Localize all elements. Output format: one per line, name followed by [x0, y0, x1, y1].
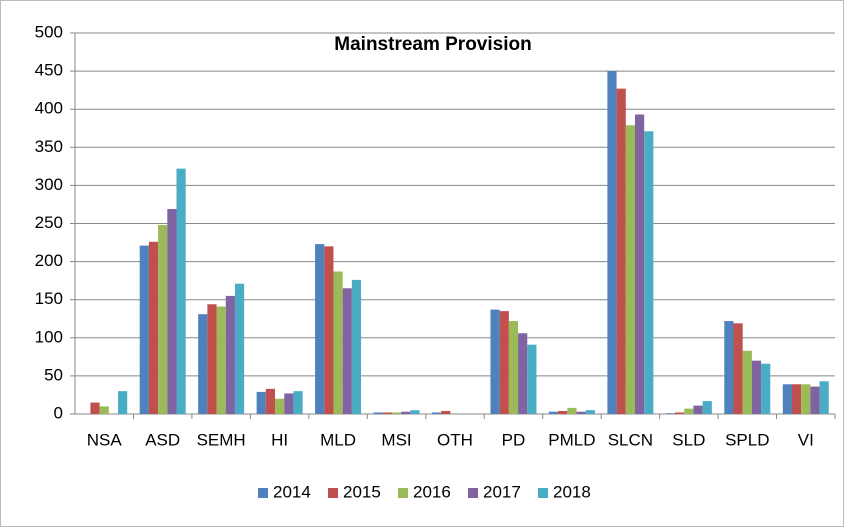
legend-swatch	[538, 488, 548, 498]
bar	[176, 168, 186, 414]
y-tick-label: 0	[54, 403, 63, 422]
bar	[207, 304, 217, 414]
y-tick-label: 300	[35, 175, 63, 194]
bar	[724, 321, 734, 414]
bar	[742, 350, 752, 414]
bar	[139, 245, 149, 414]
y-tick-label: 50	[44, 365, 63, 384]
bar	[391, 412, 402, 414]
x-tick-label: PMLD	[548, 430, 595, 449]
bar	[490, 309, 500, 414]
bar	[751, 360, 762, 414]
y-tick-label: 500	[35, 22, 63, 41]
bar	[782, 384, 792, 414]
x-tick-label: MSI	[381, 430, 411, 449]
y-tick-label: 350	[35, 137, 63, 156]
bar	[256, 391, 266, 414]
bar	[518, 333, 528, 414]
x-tick-label: MLD	[320, 430, 356, 449]
bar	[585, 410, 595, 414]
chart-title: Mainstream Provision	[334, 34, 531, 55]
bar	[410, 410, 420, 414]
legend-label: 2017	[483, 482, 521, 501]
y-tick-label: 200	[35, 251, 63, 270]
bar	[548, 411, 559, 414]
bar	[167, 209, 177, 414]
bar	[616, 88, 626, 414]
legend-swatch	[398, 488, 408, 498]
bar	[527, 344, 537, 414]
bar	[684, 408, 694, 414]
bar	[99, 406, 109, 414]
bar	[158, 225, 168, 414]
bar	[801, 384, 811, 414]
x-tick-label: ASD	[145, 430, 180, 449]
bar	[234, 283, 245, 414]
x-tick-label: HI	[271, 430, 288, 449]
bar	[499, 311, 509, 414]
bar	[118, 391, 128, 414]
bar	[382, 412, 392, 414]
bar	[810, 386, 820, 414]
bar	[625, 125, 635, 415]
bar	[293, 391, 303, 414]
y-tick-label: 100	[35, 327, 63, 346]
x-tick-label: SEMH	[197, 430, 246, 449]
bar	[90, 402, 100, 414]
bar	[373, 412, 383, 414]
legend-swatch	[258, 488, 268, 498]
legend-swatch	[468, 488, 478, 498]
bar	[216, 306, 226, 414]
legend-swatch	[328, 488, 338, 498]
bar	[342, 288, 352, 414]
bar	[665, 413, 676, 414]
bar	[324, 246, 334, 414]
y-tick-label: 450	[35, 61, 63, 80]
bar	[761, 363, 771, 414]
bar	[315, 244, 325, 414]
legend-label: 2015	[343, 482, 381, 501]
bar	[567, 407, 577, 414]
bar	[198, 314, 208, 414]
y-tick-label: 150	[35, 289, 63, 308]
bar	[693, 405, 703, 414]
bar	[607, 71, 617, 414]
bar	[702, 401, 712, 414]
bar	[401, 411, 411, 414]
bar	[634, 114, 645, 414]
bar	[558, 410, 568, 414]
bar	[576, 411, 586, 414]
bar	[644, 131, 654, 414]
bar	[432, 412, 442, 414]
bar	[819, 381, 829, 414]
bar	[265, 388, 276, 414]
y-tick-label: 250	[35, 213, 63, 232]
bar	[675, 412, 685, 414]
x-tick-label: NSA	[87, 430, 123, 449]
bar	[791, 384, 802, 414]
x-tick-label: OTH	[437, 430, 473, 449]
bar	[148, 241, 159, 414]
bar	[333, 271, 343, 414]
bar	[733, 323, 743, 414]
legend-label: 2018	[553, 482, 591, 501]
x-tick-label: VI	[798, 430, 814, 449]
y-tick-label: 400	[35, 99, 63, 118]
x-tick-label: SPLD	[725, 430, 769, 449]
bar	[225, 295, 235, 414]
x-tick-label: SLCN	[608, 430, 653, 449]
bar	[441, 410, 451, 414]
x-tick-label: PD	[502, 430, 526, 449]
bar	[275, 398, 285, 414]
bar	[351, 279, 362, 414]
legend-label: 2014	[273, 482, 311, 501]
x-tick-label: SLD	[672, 430, 705, 449]
bar	[508, 321, 519, 414]
legend-label: 2016	[413, 482, 451, 501]
bar	[284, 393, 294, 414]
